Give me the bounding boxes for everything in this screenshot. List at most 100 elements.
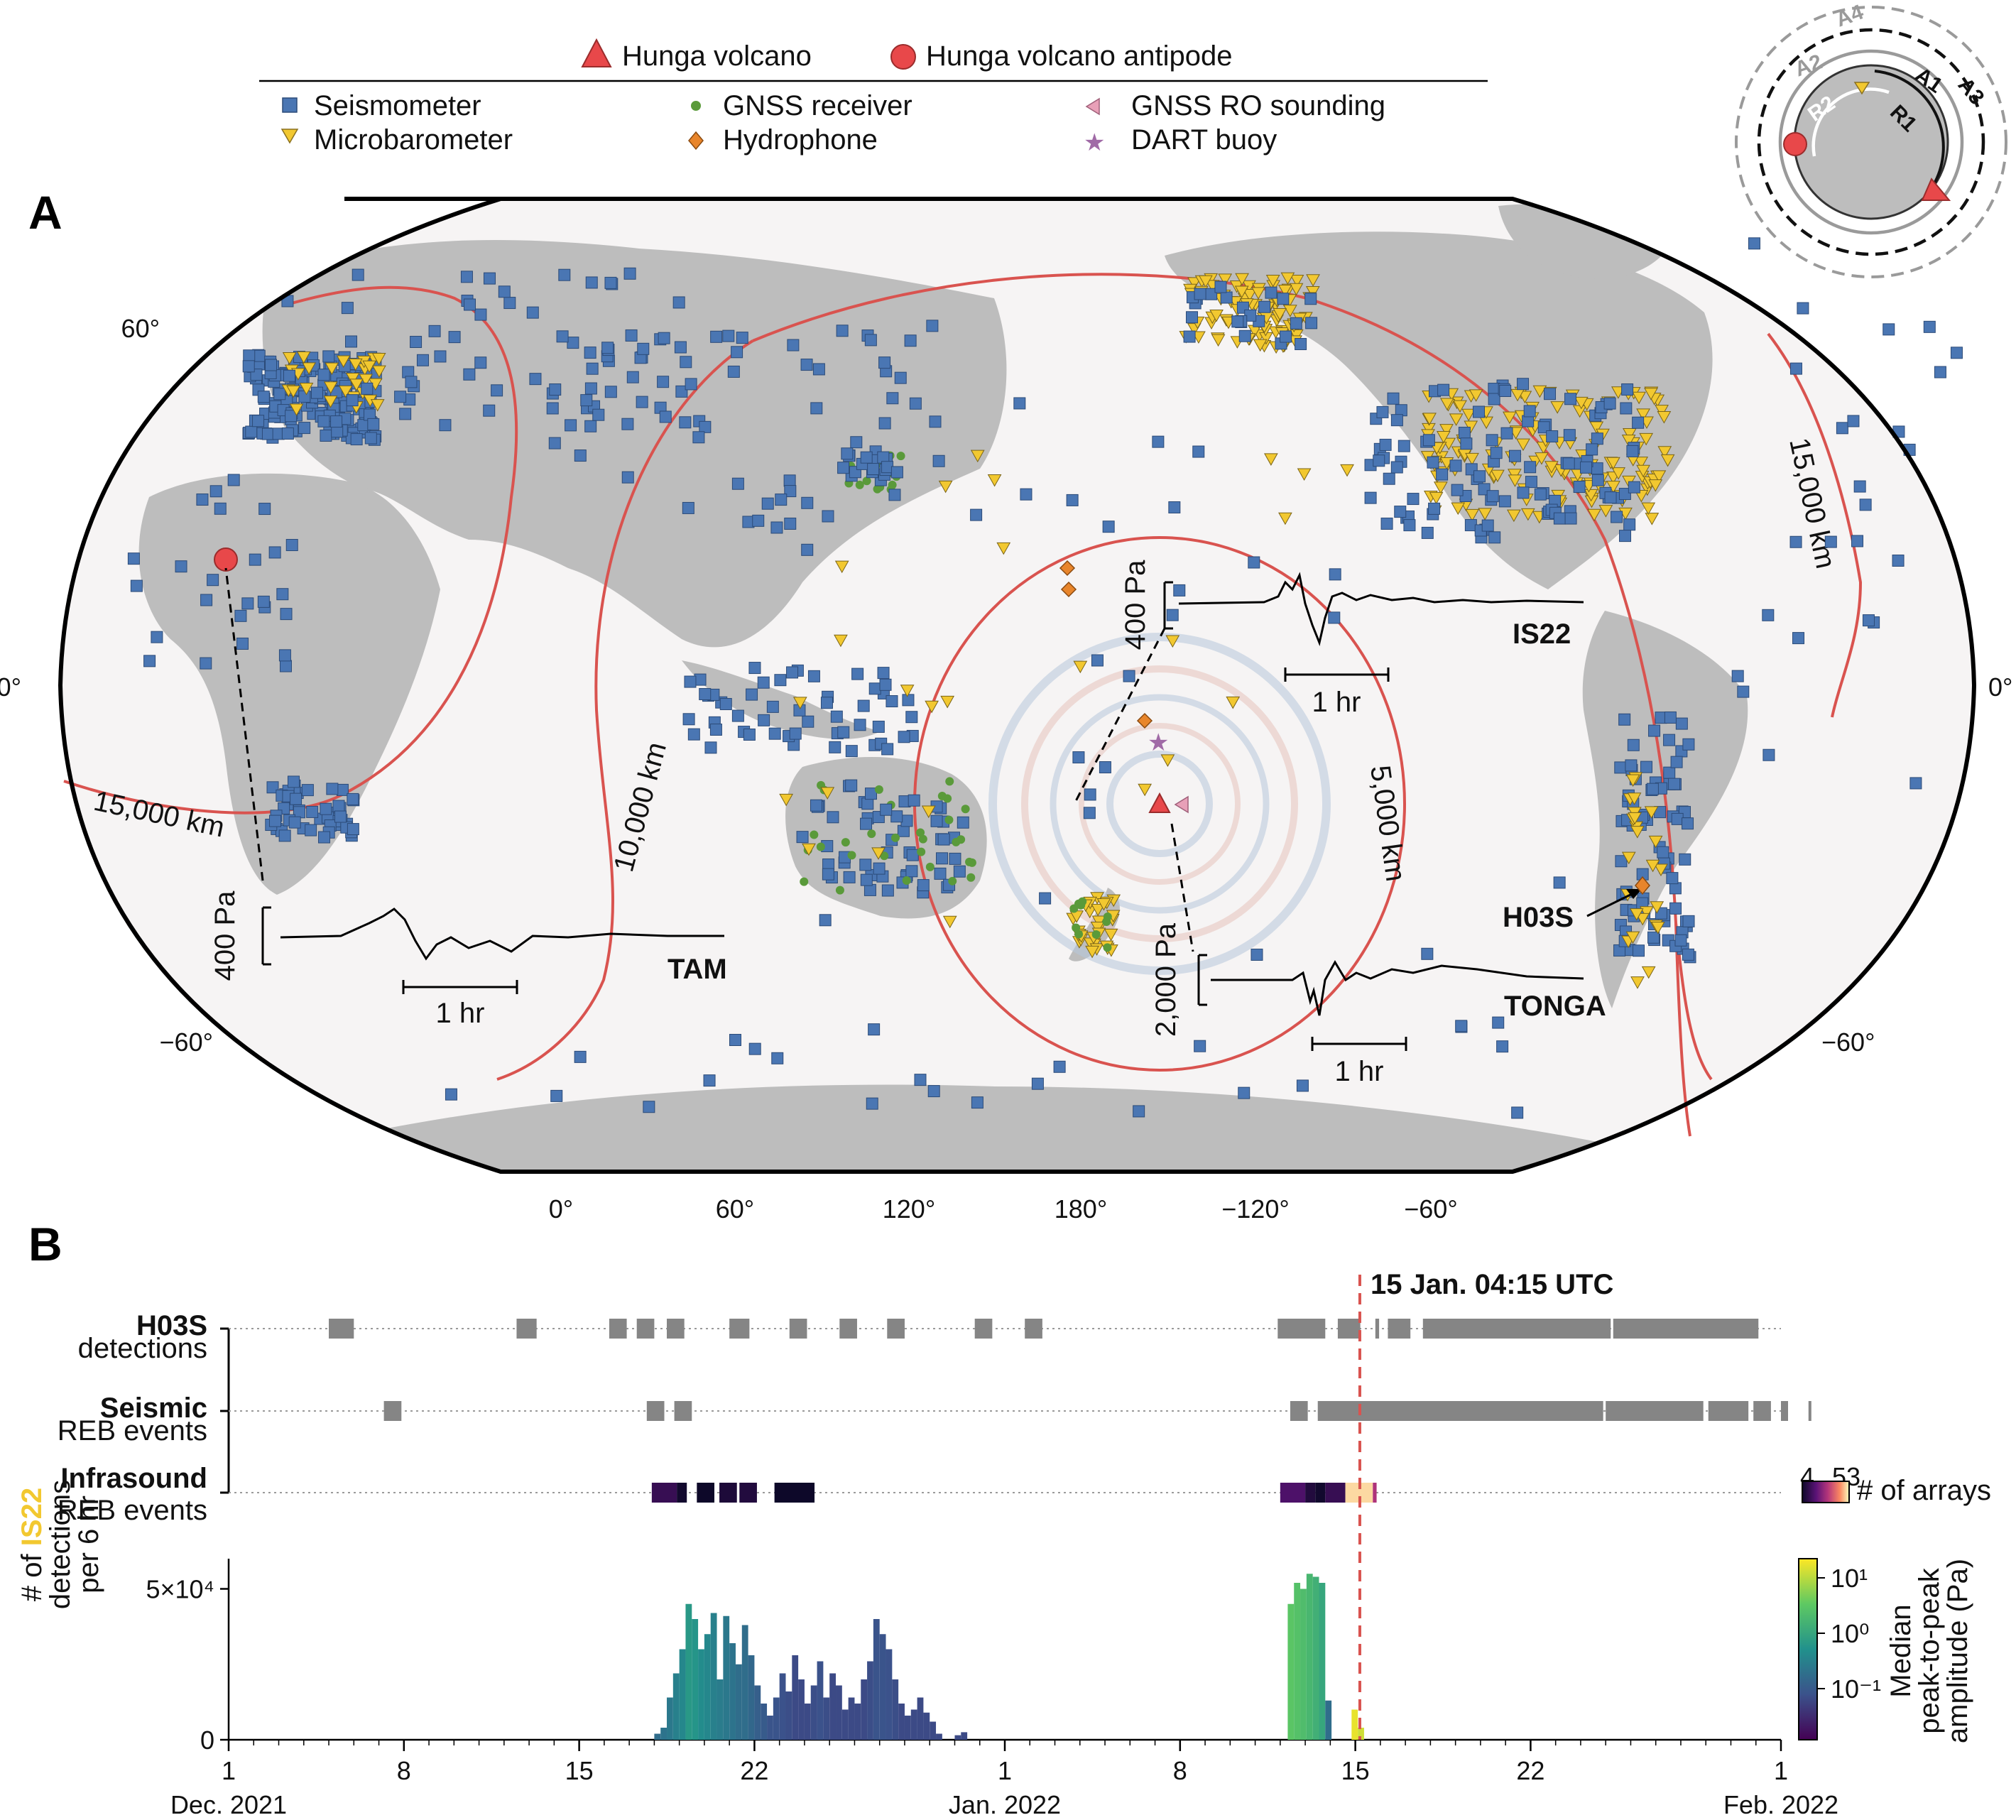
seismometer-marker [1220, 291, 1233, 304]
hist-x-tick-label: 1 [1774, 1756, 1788, 1785]
h03s-detection-bar [1375, 1319, 1380, 1339]
seismometer-marker [604, 386, 617, 398]
is22-hist-bar [936, 1733, 942, 1740]
is22-hist-bar [1358, 1728, 1364, 1740]
seismometer-marker [305, 824, 317, 837]
seismometer-marker [888, 489, 901, 501]
microbarometer-marker [1503, 411, 1517, 425]
hist-x-tick-label: 1 [998, 1756, 1012, 1785]
seismometer-marker [1522, 415, 1535, 427]
microbarometer-marker [371, 353, 386, 366]
seismometer-marker [868, 1023, 881, 1036]
microbarometer-marker [1187, 277, 1202, 290]
is22-hist-bar [917, 1697, 924, 1740]
seismometer-marker [1488, 383, 1500, 396]
legend-gnss-receiver: GNSS receiver [723, 90, 912, 121]
is22-histogram: 0 5×10⁴ 1 8 15 22 1 8 15 22 1 Dec. 2021 Jan. 2022 Feb… [146, 1275, 1838, 1819]
seismometer-marker [801, 496, 814, 509]
seismometer-marker [1133, 1105, 1145, 1118]
seismometer-marker [253, 349, 266, 362]
seismometer-marker [1669, 882, 1682, 895]
amp-tick-10-0: 10⁰ [1831, 1619, 1869, 1648]
microbarometer-marker [1652, 470, 1667, 483]
seismometer-marker [1892, 554, 1905, 567]
gnss-receiver-marker [847, 851, 856, 860]
seismic-event-bar [646, 1401, 665, 1421]
is22-hist-bar [779, 1673, 786, 1740]
seismometer-marker [1397, 440, 1410, 452]
seismometer-marker [330, 415, 343, 428]
seismometer-marker [439, 419, 452, 432]
seismometer-marker [306, 805, 319, 818]
seismometer-marker [970, 508, 983, 521]
gnss-receiver-marker [1074, 930, 1084, 939]
is22-hist-bar [1319, 1583, 1326, 1740]
microbarometer-marker [1598, 505, 1613, 518]
seismometer-marker [498, 285, 511, 298]
gnss-receiver-marker [800, 877, 809, 886]
seismometer-marker [265, 359, 278, 371]
hist-x-tick-label: 1 [222, 1756, 236, 1785]
gnss-receiver-marker [890, 833, 900, 842]
gnss-receiver-marker [855, 480, 864, 489]
seismometer-marker [483, 404, 496, 417]
seismometer-marker [953, 865, 966, 878]
is22-hist-bar [785, 1691, 792, 1740]
seismometer-marker [1618, 488, 1631, 501]
infrasound-event-bar [739, 1483, 757, 1503]
seismometer-marker [682, 713, 695, 726]
seismometer-marker [1251, 948, 1263, 961]
microbarometer-marker [1278, 512, 1292, 525]
seismometer-marker [350, 433, 363, 446]
inset-label-a4: A4 [1833, 0, 1867, 31]
tonga-station-label: TONGA [1504, 991, 1606, 1022]
microbarometer-marker [336, 355, 351, 369]
gnss-receiver-marker [816, 842, 825, 851]
seismometer-marker [1628, 481, 1640, 494]
seismometer-marker [1451, 484, 1464, 496]
seismic-event-bar [1317, 1401, 1603, 1421]
microbarometer-marker [938, 480, 953, 494]
seismometer-marker [905, 865, 918, 878]
seismometer-marker [1481, 519, 1494, 532]
infrasound-event-bar [1315, 1483, 1326, 1503]
microbarometer-marker [1422, 413, 1437, 425]
is22-hist-bar [817, 1661, 824, 1740]
is22-hist-bar [867, 1661, 873, 1740]
is22-hist-bar [679, 1649, 686, 1740]
seismometer-marker [1066, 494, 1079, 506]
seismometer-marker [802, 715, 814, 728]
tam-scale-label: 400 Pa [209, 890, 241, 981]
seismometer-marker [584, 347, 596, 359]
seismometer-marker [1390, 414, 1403, 427]
seismometer-marker [1663, 766, 1676, 779]
infrasound-event-bar [677, 1483, 687, 1503]
seismometer-marker [1192, 445, 1205, 458]
h03s-annotation: H03S [1503, 876, 1650, 933]
seismometer-marker [1039, 892, 1052, 905]
seismometer-marker [1664, 711, 1677, 724]
seismometer-marker [1376, 405, 1389, 418]
h03s-detection-bar [1422, 1319, 1611, 1339]
microbarometer-marker [1073, 660, 1088, 674]
seismometer-marker [1194, 1040, 1206, 1052]
seismometer-marker [787, 339, 800, 352]
is22-hist-bar [861, 1679, 868, 1740]
seismometer-marker [1623, 518, 1636, 531]
row-sublabel-h03s: detections [78, 1333, 207, 1364]
seismometer-marker [930, 814, 943, 827]
gnss-receiver-marker [948, 876, 957, 886]
seismometer-marker [1091, 654, 1104, 667]
seismometer-marker [1437, 383, 1450, 396]
hist-x-tick-label: 15 [565, 1756, 594, 1785]
seismometer-marker [281, 427, 294, 440]
seismometer-marker [748, 662, 761, 675]
seismic-event-bar [1290, 1401, 1308, 1421]
is22-hist-bar [892, 1679, 899, 1740]
legend-gnss-ro: GNSS RO sounding [1131, 90, 1385, 121]
seismometer-marker [1669, 902, 1682, 915]
microbarometer-marker [1138, 783, 1153, 797]
is22-hist-bar [930, 1721, 937, 1740]
seismometer-marker [1789, 362, 1802, 375]
